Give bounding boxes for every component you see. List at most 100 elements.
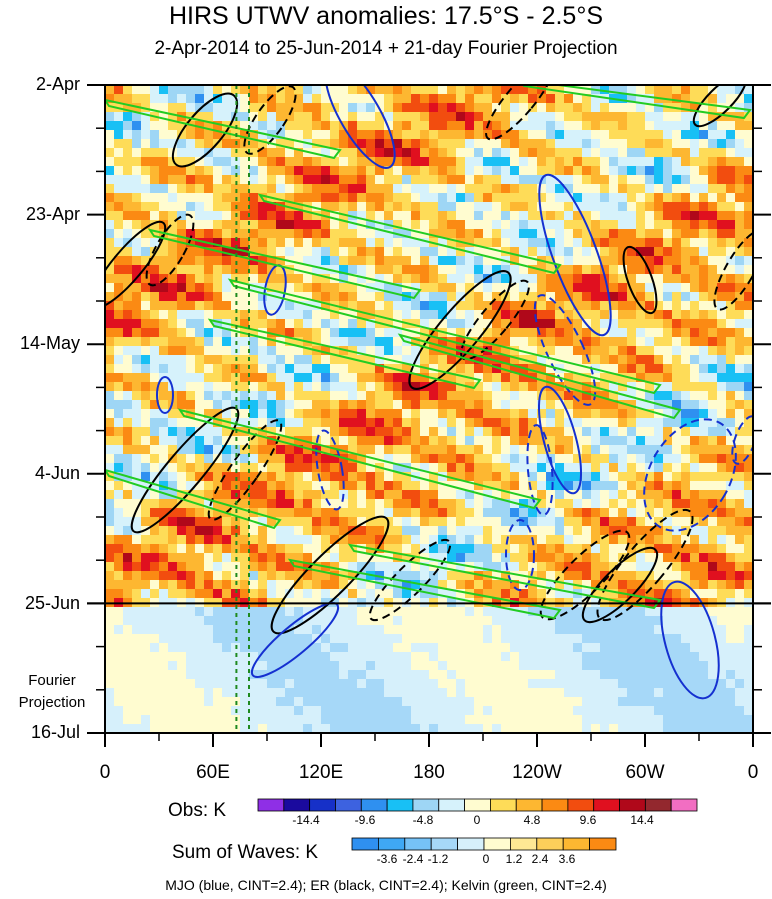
heatmap-cell (447, 211, 457, 221)
heatmap-cell (690, 400, 700, 410)
heatmap-cell (204, 661, 214, 671)
heatmap-cell (105, 148, 115, 158)
heatmap-cell (654, 337, 664, 347)
heatmap-cell (510, 616, 520, 626)
heatmap-cell (690, 229, 700, 239)
heatmap-cell (681, 247, 691, 257)
heatmap-cell (150, 175, 160, 185)
heatmap-cell (636, 688, 646, 698)
heatmap-cell (636, 310, 646, 320)
heatmap-cell (159, 679, 169, 689)
heatmap-cell (591, 346, 601, 356)
heatmap-cell (339, 580, 349, 590)
heatmap-cell (555, 391, 565, 401)
heatmap-cell (645, 139, 655, 149)
heatmap-cell (618, 94, 628, 104)
heatmap-cell (159, 364, 169, 374)
heatmap-cell (672, 193, 682, 203)
heatmap-cell (501, 607, 511, 617)
heatmap-cell (636, 193, 646, 203)
heatmap-cell (357, 85, 367, 95)
heatmap-cell (726, 580, 736, 590)
heatmap-cell (168, 418, 178, 428)
heatmap-cell (258, 499, 268, 509)
heatmap-cell (285, 355, 295, 365)
heatmap-cell (402, 121, 412, 131)
heatmap-cell (465, 571, 475, 581)
heatmap-cell (285, 643, 295, 653)
heatmap-cell (699, 310, 709, 320)
heatmap-cell (105, 157, 115, 167)
heatmap-cell (420, 454, 430, 464)
heatmap-cell (168, 409, 178, 419)
heatmap-cell (123, 247, 133, 257)
heatmap-cell (429, 499, 439, 509)
heatmap-cell (735, 175, 745, 185)
heatmap-cell (600, 166, 610, 176)
heatmap-cell (726, 508, 736, 518)
heatmap-cell (717, 328, 727, 338)
heatmap-cell (510, 634, 520, 644)
heatmap-cell (618, 409, 628, 419)
heatmap-cell (402, 589, 412, 599)
heatmap-cell (519, 85, 529, 95)
heatmap-cell (636, 652, 646, 662)
heatmap-cell (294, 706, 304, 716)
heatmap-cell (258, 481, 268, 491)
heatmap-cell (546, 148, 556, 158)
heatmap-cell (672, 346, 682, 356)
heatmap-cell (123, 319, 133, 329)
heatmap-cell (105, 418, 115, 428)
heatmap-cell (159, 436, 169, 446)
heatmap-cell (492, 670, 502, 680)
heatmap-cell (213, 445, 223, 455)
heatmap-cell (492, 652, 502, 662)
heatmap-cell (393, 265, 403, 275)
heatmap-cell (366, 490, 376, 500)
heatmap-cell (195, 445, 205, 455)
heatmap-cell (591, 319, 601, 329)
heatmap-cell (582, 607, 592, 617)
heatmap-cell (402, 166, 412, 176)
heatmap-cell (735, 409, 745, 419)
heatmap-cell (591, 94, 601, 104)
heatmap-cell (591, 112, 601, 122)
heatmap-cell (294, 346, 304, 356)
heatmap-cell (582, 499, 592, 509)
heatmap-cell (744, 661, 753, 671)
heatmap-cell (375, 427, 385, 437)
heatmap-cell (447, 445, 457, 455)
heatmap-cell (429, 427, 439, 437)
heatmap-cell (636, 616, 646, 626)
heatmap-cell (546, 157, 556, 167)
heatmap-cell (483, 175, 493, 185)
heatmap-cell (402, 544, 412, 554)
heatmap-cell (168, 544, 178, 554)
heatmap-cell (627, 517, 637, 527)
heatmap-cell (528, 211, 538, 221)
heatmap-cell (447, 265, 457, 275)
heatmap-cell (258, 445, 268, 455)
heatmap-cell (501, 382, 511, 392)
heatmap-cell (357, 553, 367, 563)
heatmap-cell (510, 418, 520, 428)
heatmap-cell (366, 625, 376, 635)
heatmap-cell (186, 373, 196, 383)
heatmap-cell (159, 319, 169, 329)
heatmap-cell (591, 652, 601, 662)
heatmap-cell (573, 643, 583, 653)
heatmap-cell (384, 418, 394, 428)
heatmap-cell (195, 706, 205, 716)
heatmap-cell (411, 382, 421, 392)
heatmap-cell (150, 652, 160, 662)
heatmap-cell (357, 427, 367, 437)
heatmap-cell (474, 661, 484, 671)
heatmap-cell (357, 454, 367, 464)
heatmap-cell (114, 490, 124, 500)
heatmap-cell (555, 301, 565, 311)
heatmap-cell (744, 571, 753, 581)
heatmap-cell (438, 139, 448, 149)
heatmap-cell (573, 436, 583, 446)
heatmap-cell (492, 625, 502, 635)
heatmap-cell (708, 202, 718, 212)
